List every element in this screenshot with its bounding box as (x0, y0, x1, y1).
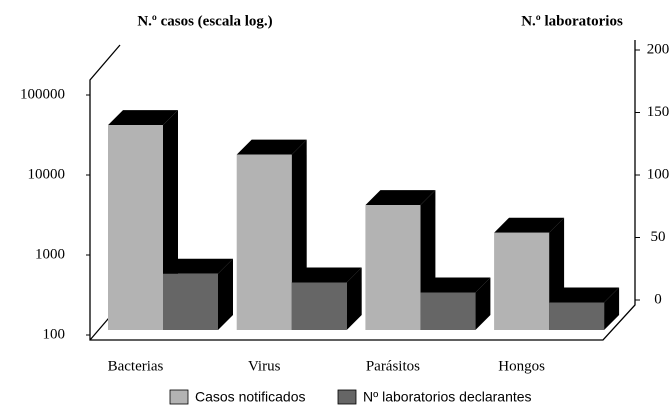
y2-tick-label: 150 (647, 104, 670, 120)
bar (236, 139, 307, 330)
bar (163, 258, 233, 330)
bar-side (218, 258, 233, 330)
y2-tick-label: 0 (654, 291, 662, 307)
bar-side (475, 277, 491, 330)
bar-front (291, 282, 347, 330)
legend-swatch (169, 389, 189, 405)
y2-tick-label: 50 (651, 229, 666, 245)
bar (549, 287, 620, 330)
y-tick-label: 100000 (20, 86, 65, 102)
bar-top (420, 277, 491, 293)
x-tick-label: Bacterias (108, 358, 164, 374)
bar-top (108, 110, 178, 126)
y-tick-label: 1000 (35, 246, 65, 262)
bar-side (346, 267, 362, 330)
bar-front (494, 232, 550, 330)
bar (494, 217, 565, 330)
x-tick-label: Parásitos (366, 358, 420, 374)
bar-top (236, 139, 307, 155)
bar-top (163, 258, 233, 274)
bar-side (604, 287, 620, 330)
legend-label: Nº laboratorios declarantes (363, 389, 532, 405)
bar (420, 277, 491, 330)
y2-axis-title: N.º laboratorios (521, 13, 623, 29)
y2-tick-label: 200 (647, 41, 670, 57)
bar-top (494, 217, 565, 233)
y-axis-title: N.º casos (escala log.) (137, 13, 272, 29)
bar (291, 267, 362, 330)
bar-front (549, 302, 605, 330)
y-tick-label: 100 (43, 326, 66, 342)
axis-frame (89, 40, 636, 341)
x-tick-label: Virus (248, 358, 281, 374)
bar-top (291, 267, 362, 283)
bar-top (365, 190, 436, 206)
bar-front (163, 273, 218, 330)
bar-front (108, 125, 163, 330)
y2-tick-label: 100 (647, 166, 670, 182)
bar-front (420, 292, 476, 330)
bar-front (365, 205, 421, 330)
x-tick-label: Hongos (498, 358, 545, 374)
y-tick-label: 10000 (28, 166, 66, 182)
legend-label: Casos notificados (195, 389, 306, 405)
bar-top (549, 287, 620, 303)
bar-front (236, 154, 292, 330)
legend-swatch (337, 389, 357, 405)
